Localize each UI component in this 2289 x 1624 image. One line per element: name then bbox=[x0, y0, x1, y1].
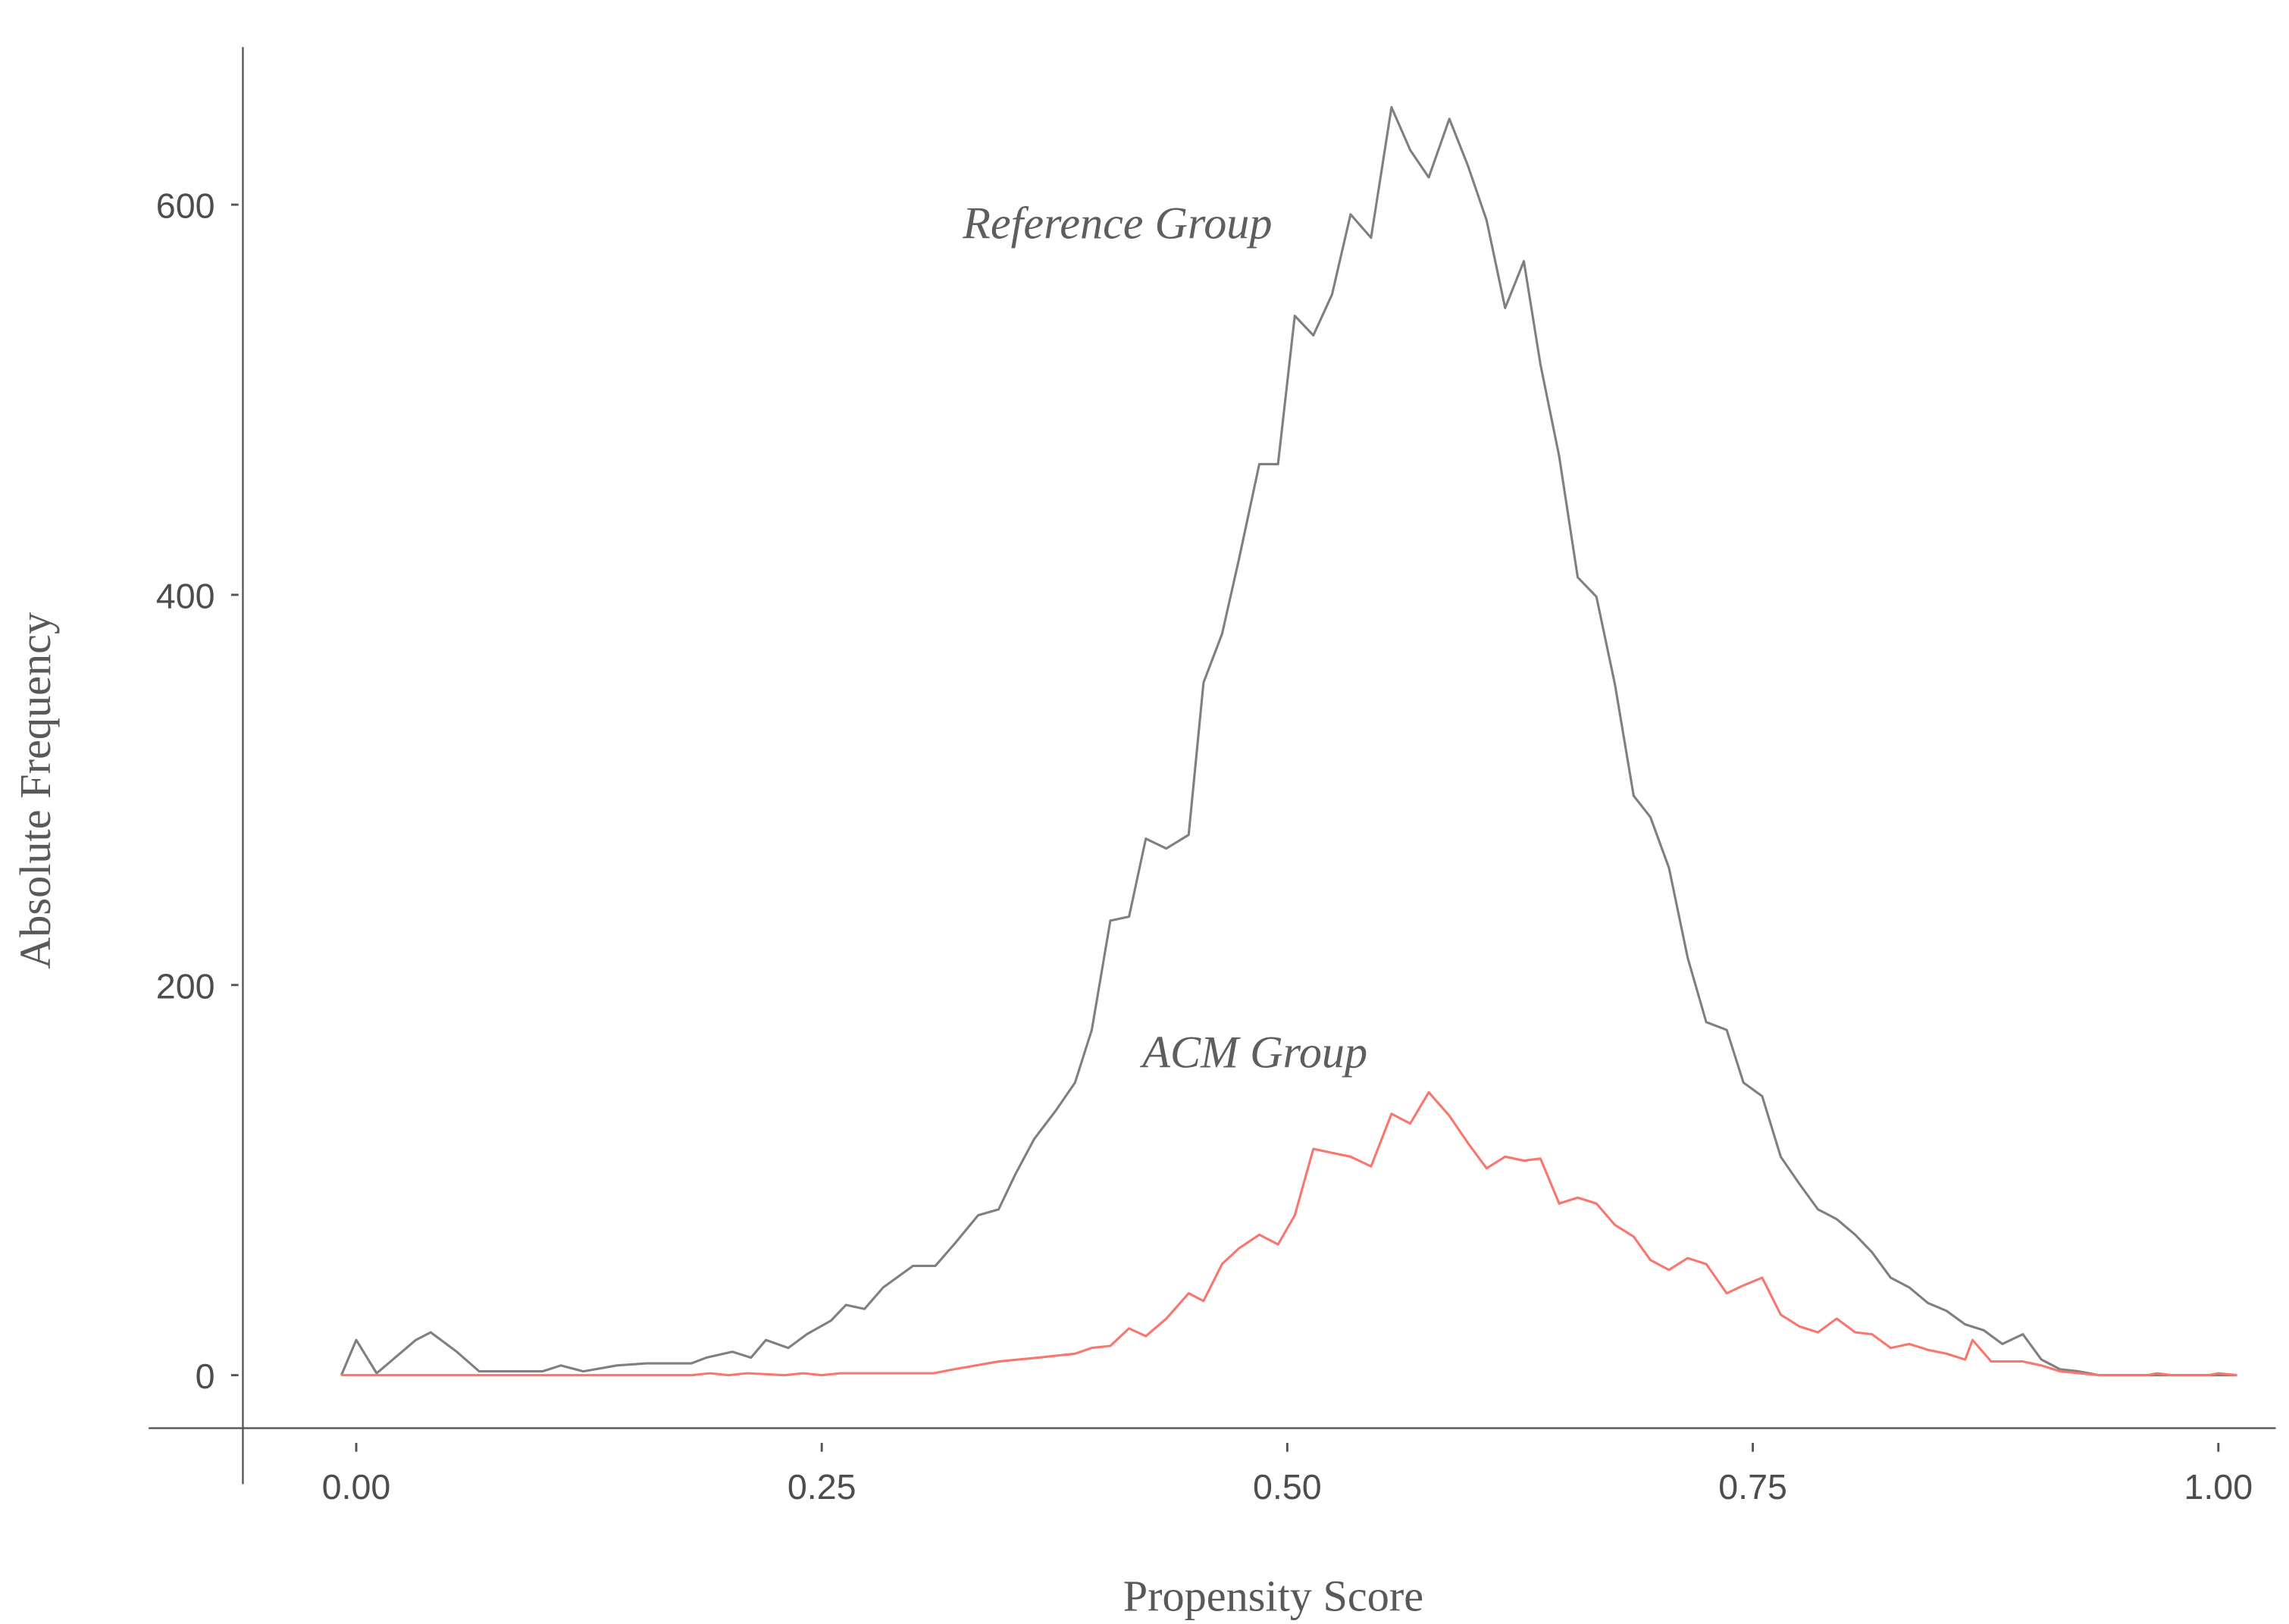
y-axis-title: Absolute Frequency bbox=[11, 612, 60, 969]
y-tick-label: 0 bbox=[196, 1356, 215, 1396]
acm-group-line bbox=[341, 1090, 2237, 1377]
y-tick-label: 400 bbox=[156, 576, 215, 615]
reference-group-line bbox=[340, 105, 2237, 1377]
x-tick-label: 0.75 bbox=[1718, 1467, 1787, 1507]
y-axis-ticks: 0 200 400 600 bbox=[156, 186, 239, 1396]
y-tick-label: 600 bbox=[156, 186, 215, 226]
x-axis-ticks: 0.00 0.25 0.50 0.75 1.00 bbox=[322, 1443, 2253, 1507]
x-tick-label: 0.50 bbox=[1253, 1467, 1322, 1507]
reference-group-label: Reference Group bbox=[962, 199, 1272, 249]
acm-group-label: ACM Group bbox=[1139, 1028, 1367, 1078]
y-tick-label: 200 bbox=[156, 966, 215, 1006]
x-tick-label: 0.00 bbox=[322, 1467, 391, 1507]
x-axis-title: Propensity Score bbox=[1123, 1572, 1423, 1621]
x-tick-label: 0.25 bbox=[788, 1467, 856, 1507]
x-tick-label: 1.00 bbox=[2184, 1467, 2253, 1507]
